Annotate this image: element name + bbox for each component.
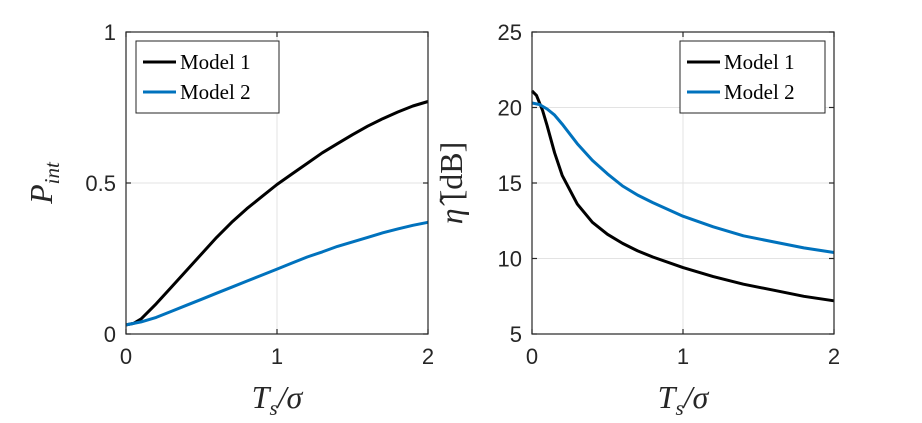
x-axis-label-rest: /σ (276, 379, 304, 415)
y-tick-label: 20 (498, 96, 522, 121)
legend-box (135, 40, 280, 114)
x-tick-label: 1 (677, 344, 689, 369)
legend-box (679, 40, 826, 114)
x-axis-label-base: T (252, 379, 272, 415)
y-axis-label-sub: int (40, 161, 64, 184)
legend-label-2: Model 2 (724, 80, 795, 104)
y-tick-label: 10 (498, 247, 522, 272)
y-axis-label-base: P (23, 184, 59, 205)
legend-label-2: Model 2 (180, 80, 251, 104)
series-line-2 (531, 101, 835, 254)
x-axis-label-rest: /σ (682, 379, 710, 415)
x-tick-label: 1 (271, 344, 283, 369)
x-axis-label-sub: s (269, 396, 277, 420)
x-tick-label: 0 (120, 344, 132, 369)
x-tick-label: 2 (422, 344, 434, 369)
ticks: 0 1 2 0 0.5 1 (85, 20, 434, 369)
y-tick-label: 25 (498, 20, 522, 45)
y-axis-label: η̂ [dB] (433, 142, 469, 225)
legend: Model 1 Model 2 (135, 40, 280, 114)
y-tick-label: 1 (104, 20, 116, 45)
y-tick-label: 15 (498, 171, 522, 196)
series-line-1 (125, 100, 429, 327)
y-axis-label-rest: [dB] (433, 142, 469, 209)
x-axis-label-sub: s (675, 396, 683, 420)
legend: Model 1 Model 2 (679, 40, 826, 114)
x-tick-label: 0 (526, 344, 538, 369)
plot-series (530, 89, 835, 303)
series-line-1 (530, 89, 835, 303)
x-axis-label: Ts/σ (658, 379, 710, 420)
y-tick-label: 0.5 (85, 171, 116, 196)
x-axis-label: Ts/σ (252, 379, 304, 420)
x-tick-label: 2 (828, 344, 840, 369)
y-tick-label: 5 (510, 322, 522, 347)
legend-label-1: Model 1 (180, 50, 251, 74)
y-tick-label: 0 (104, 322, 116, 347)
x-axis-label-base: T (658, 379, 678, 415)
legend-label-1: Model 1 (724, 50, 795, 74)
chart-panel-pint: 0 1 2 0 0.5 1 Pint Ts/σ Model 1 Model 2 (23, 20, 434, 420)
series-line-2 (125, 220, 429, 327)
plot-series (125, 100, 429, 327)
y-axis-label: Pint (23, 161, 64, 205)
